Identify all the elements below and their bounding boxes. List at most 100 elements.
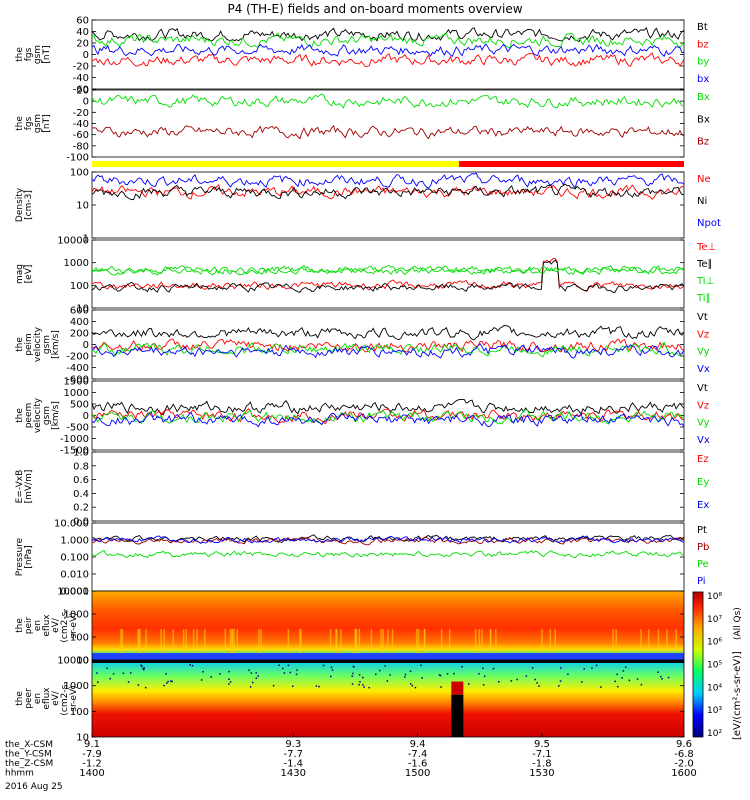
spectro-dot bbox=[510, 680, 513, 682]
legend-entry: Vt bbox=[697, 312, 708, 323]
y-axis-label: [nT] bbox=[42, 114, 52, 132]
figure-title: P4 (TH-E) fields and on-board moments ov… bbox=[227, 2, 522, 16]
y-tick-label: 0.8 bbox=[73, 461, 89, 472]
spectro-dot bbox=[525, 675, 528, 677]
spectro-streak bbox=[229, 628, 232, 654]
y-tick-label: 400 bbox=[70, 317, 89, 328]
legend-entry: Pe bbox=[697, 559, 709, 570]
spectro-dot bbox=[482, 684, 485, 686]
spectro-dot bbox=[137, 684, 140, 686]
spectro-dot bbox=[210, 676, 212, 678]
spectro-streak bbox=[382, 628, 384, 654]
spectro-dot bbox=[202, 671, 204, 673]
y-tick-label: 1.0 bbox=[73, 448, 89, 459]
spectro-dot bbox=[170, 680, 172, 682]
y-tick-label: 0.2 bbox=[73, 503, 89, 514]
spectro-dot bbox=[96, 681, 99, 683]
spectro-dot bbox=[278, 664, 280, 666]
spectro-streak bbox=[541, 628, 543, 654]
spectro-dot bbox=[112, 672, 115, 675]
spectro-streak bbox=[380, 628, 382, 654]
legend-entry: Vt bbox=[697, 383, 708, 394]
legend-entry: Pi bbox=[697, 576, 706, 587]
spectro-dot bbox=[318, 685, 320, 688]
spectro-dot bbox=[421, 677, 423, 679]
y-axis-label: eV/ bbox=[51, 617, 61, 633]
spectro-dot bbox=[219, 673, 221, 675]
x-row-value: 1600 bbox=[671, 768, 696, 779]
x-row-value: -7.9 bbox=[82, 749, 102, 760]
spectro-dot bbox=[272, 684, 275, 687]
spectro-dot bbox=[624, 666, 627, 668]
spectro-dot bbox=[127, 681, 130, 683]
spectro-dot bbox=[228, 678, 230, 681]
y-tick-label: -20 bbox=[73, 108, 89, 119]
spectro-dot bbox=[411, 684, 414, 687]
spectro-dot bbox=[255, 672, 257, 674]
series-bx-panel0 bbox=[91, 43, 685, 58]
spectro-streak bbox=[495, 628, 497, 654]
spectro-dot bbox=[583, 668, 585, 670]
spectro-dot bbox=[667, 676, 670, 679]
spectro-streak bbox=[287, 628, 290, 654]
spectro-dot bbox=[438, 674, 441, 676]
spectro-streak bbox=[120, 628, 122, 654]
y-tick-label: 10 bbox=[76, 201, 89, 212]
spectro-streak bbox=[440, 628, 443, 654]
y-tick-label: 1000 bbox=[64, 610, 89, 621]
y-axis-label: [cm-3] bbox=[24, 190, 34, 220]
spectro-dot bbox=[352, 672, 354, 675]
spectro-dot bbox=[96, 672, 98, 674]
spectro-dot bbox=[614, 680, 616, 683]
peer-gap bbox=[451, 694, 464, 737]
legend-entry: Vz bbox=[697, 400, 709, 411]
spectro-dot bbox=[386, 680, 389, 682]
series-Npot-panel2 bbox=[91, 172, 685, 189]
y-axis-label: [km/s] bbox=[51, 330, 61, 359]
y-tick-label: 10000 bbox=[57, 656, 89, 667]
legend-entry: Ex bbox=[697, 500, 709, 511]
spectro-dot bbox=[249, 686, 252, 688]
spectro-streak bbox=[137, 628, 139, 654]
spectro-streak bbox=[666, 628, 668, 654]
y-axis-label: en bbox=[33, 620, 43, 631]
spectro-dot bbox=[358, 683, 360, 686]
y-tick-label: 1500 bbox=[64, 377, 89, 388]
legend-entry: Vx bbox=[697, 364, 710, 375]
spectro-dot bbox=[351, 683, 354, 685]
y-tick-label: -60 bbox=[73, 85, 89, 96]
spectro-streak bbox=[121, 628, 124, 654]
y-axis-label: (cm2-s- bbox=[60, 681, 70, 715]
panel-pressure: 10.000 1.000 0.100 0.010 0.001 Pressure [nPa] P… bbox=[15, 519, 709, 598]
spectro-dot bbox=[492, 667, 495, 670]
spectro-dot bbox=[640, 683, 643, 686]
colorbar-label-qs: (All Qs) bbox=[733, 607, 743, 640]
spectro-streak bbox=[370, 628, 373, 654]
x-row-value: -7.4 bbox=[408, 749, 428, 760]
y-axis-label: en bbox=[33, 693, 43, 704]
x-row-value: -1.8 bbox=[532, 759, 552, 770]
spectro-streak bbox=[549, 628, 552, 654]
spectro-dot bbox=[368, 686, 370, 689]
spectro-dot bbox=[191, 664, 194, 667]
spectro-dot bbox=[660, 675, 662, 678]
y-tick-label: -200 bbox=[66, 352, 89, 363]
legend-entry: Vy bbox=[697, 347, 710, 358]
spectro-dot bbox=[229, 681, 232, 683]
y-axis-label: Pressure bbox=[15, 537, 25, 576]
y-tick-label: 0 bbox=[83, 411, 89, 422]
spectro-streak bbox=[415, 628, 418, 654]
y-axis-label: [nPa] bbox=[24, 545, 34, 568]
legend-entry: Ey bbox=[697, 477, 709, 488]
spectro-dot bbox=[404, 673, 407, 676]
y-tick-label: 1000 bbox=[64, 258, 89, 269]
x-row-value: 1530 bbox=[529, 768, 554, 779]
spectro-dot bbox=[536, 682, 538, 684]
spectro-dot bbox=[359, 681, 361, 683]
panel-peir: 10000 1000 100 10 the peir en eflux eV/(cm2-s-sr… bbox=[15, 587, 685, 667]
legend-entry: bx bbox=[697, 74, 709, 85]
spectro-dot bbox=[636, 678, 639, 680]
spectro-dot bbox=[287, 664, 290, 667]
colorbar-tick-label: 10⁸ bbox=[707, 592, 722, 602]
